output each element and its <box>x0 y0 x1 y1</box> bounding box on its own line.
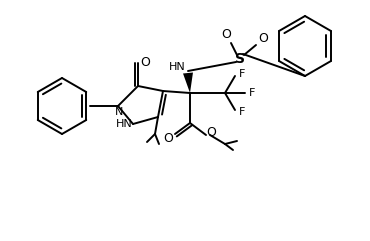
Text: F: F <box>249 88 255 98</box>
Text: N: N <box>115 107 123 117</box>
Text: S: S <box>235 52 245 66</box>
Text: O: O <box>140 56 150 69</box>
Text: F: F <box>239 107 245 117</box>
Text: O: O <box>221 28 231 41</box>
Text: O: O <box>258 32 268 45</box>
Text: F: F <box>239 69 245 79</box>
Text: HN: HN <box>115 119 132 129</box>
Polygon shape <box>183 73 193 93</box>
Text: O: O <box>163 133 173 146</box>
Text: O: O <box>206 126 216 139</box>
Text: HN: HN <box>169 62 185 72</box>
